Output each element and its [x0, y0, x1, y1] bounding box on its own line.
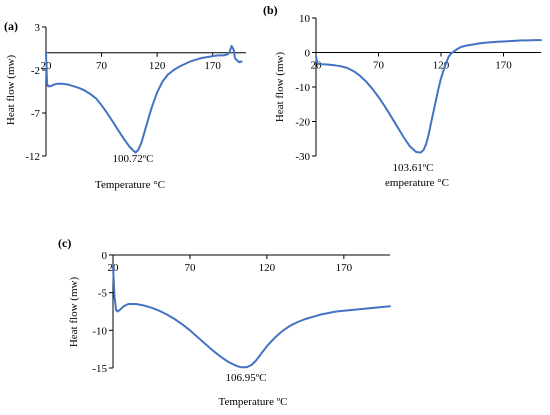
- y-tick-label: -20: [295, 117, 310, 129]
- y-tick-label: -5: [98, 288, 108, 300]
- x-axis-label: Temperature ºC: [219, 396, 288, 408]
- x-tick-label: 120: [259, 262, 276, 274]
- y-tick-label: -2: [31, 65, 40, 77]
- y-tick-label: -15: [92, 363, 107, 375]
- y-axis-label: Heat flow (mw): [274, 52, 286, 123]
- y-tick-label: 3: [35, 22, 41, 34]
- x-tick-label: 170: [336, 262, 353, 274]
- series-line: [112, 265, 391, 369]
- x-tick-label: 70: [96, 60, 108, 72]
- y-tick-label: -7: [31, 108, 41, 120]
- x-axis-label: emperature °C: [385, 177, 449, 189]
- x-tick-label: 20: [311, 60, 323, 72]
- x-axis-label: Temperature °C: [95, 179, 165, 191]
- y-tick-label: -10: [92, 325, 107, 337]
- y-axis-label: Heat flow (mw): [5, 55, 17, 126]
- y-tick-label: 0: [305, 48, 311, 60]
- y-tick-label: 10: [299, 13, 311, 25]
- x-tick-label: 120: [149, 60, 166, 72]
- peak-annotation: 106.95ºC: [226, 372, 267, 384]
- y-tick-label: -30: [295, 151, 310, 163]
- y-axis-label: Heat flow (mw): [68, 277, 80, 348]
- x-tick-label: 70: [184, 262, 196, 274]
- peak-annotation: 100.72ºC: [113, 153, 154, 165]
- series-line: [315, 39, 542, 154]
- panel-label: (b): [263, 3, 278, 17]
- x-tick-label: 170: [495, 60, 512, 72]
- peak-annotation: 103.61ºC: [393, 162, 434, 174]
- y-tick-label: 0: [102, 250, 108, 262]
- panel-label: (c): [58, 236, 71, 250]
- y-tick-label: -10: [295, 82, 310, 94]
- series-line: [45, 44, 243, 154]
- panel-label: (a): [4, 19, 18, 33]
- x-tick-label: 70: [373, 60, 385, 72]
- y-tick-label: -12: [25, 151, 40, 163]
- x-tick-label: 170: [204, 60, 221, 72]
